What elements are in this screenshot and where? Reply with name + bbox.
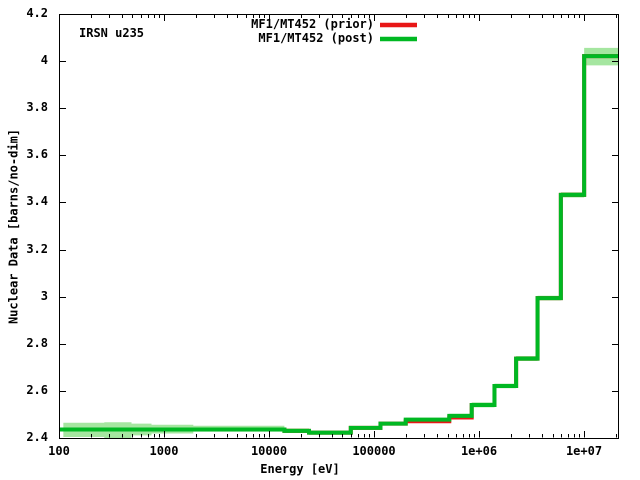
legend-label-post: MF1/MT452 (post) — [258, 31, 374, 45]
series-curve-post — [59, 54, 618, 435]
legend-label-prior: MF1/MT452 (prior) — [251, 17, 374, 31]
y-tick-label: 4.2 — [26, 6, 48, 20]
y-tick-label: 4 — [40, 53, 48, 67]
plot-label: IRSN u235 — [79, 26, 145, 40]
x-tick-label: 100000 — [352, 444, 396, 458]
x-tick-label: 100 — [48, 444, 70, 458]
y-tick-label: 3.8 — [26, 100, 48, 114]
x-tick-label: 1000 — [149, 444, 179, 458]
uncertainty-band — [63, 47, 618, 439]
x-tick-label: 1e+07 — [565, 444, 603, 458]
y-tick-label: 3 — [40, 289, 48, 303]
y-tick-label: 3.2 — [26, 242, 48, 256]
y-tick-label: 3.4 — [26, 194, 48, 208]
series-curve-prior — [59, 54, 618, 435]
y-tick-label: 2.6 — [26, 383, 48, 397]
plot-border-and-ticks — [59, 14, 619, 439]
y-tick-label: 3.6 — [26, 147, 48, 161]
x-tick-label: 1e+06 — [460, 444, 498, 458]
y-tick-label: 2.4 — [26, 430, 48, 444]
x-tick-label: 10000 — [250, 444, 288, 458]
y-axis-title: Nuclear Data [barns/no-dim] — [6, 128, 21, 325]
x-axis-title: Energy [eV] — [260, 462, 340, 476]
y-tick-label: 2.8 — [26, 336, 48, 350]
